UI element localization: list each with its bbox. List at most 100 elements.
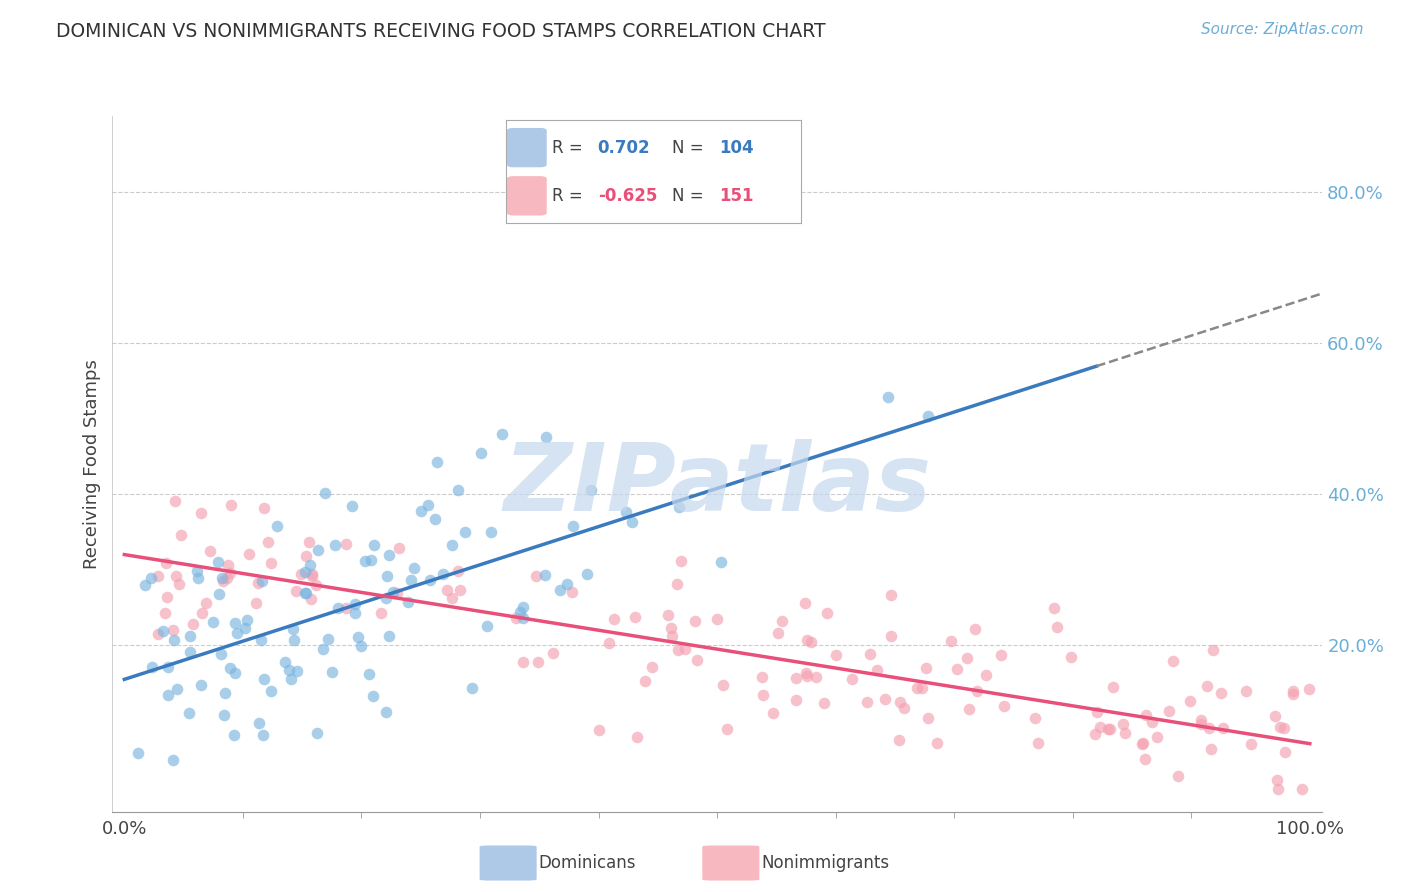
Point xyxy=(250,633,273,648)
Point xyxy=(1046,619,1069,633)
Point xyxy=(887,732,910,747)
Point xyxy=(316,632,339,647)
Point xyxy=(388,541,411,556)
Point xyxy=(447,564,470,578)
Point xyxy=(146,626,169,640)
Point xyxy=(321,665,343,680)
Point xyxy=(179,706,201,721)
Point xyxy=(163,494,186,508)
Point xyxy=(796,633,818,648)
Point xyxy=(224,616,246,631)
Point xyxy=(1202,643,1225,657)
Point xyxy=(385,585,408,599)
Point xyxy=(299,591,322,606)
Point xyxy=(796,669,818,683)
Text: 0.702: 0.702 xyxy=(598,138,651,157)
Point xyxy=(461,681,484,695)
Point xyxy=(294,549,316,564)
FancyBboxPatch shape xyxy=(703,847,759,880)
Point xyxy=(990,648,1012,662)
Point xyxy=(260,556,283,570)
Point xyxy=(966,684,988,698)
Point xyxy=(800,634,823,648)
Point xyxy=(713,678,735,692)
Point xyxy=(312,642,335,657)
Text: N =: N = xyxy=(672,186,703,205)
Point xyxy=(190,606,212,620)
Point xyxy=(307,543,329,558)
Point xyxy=(224,665,246,680)
Point xyxy=(905,681,928,695)
Point xyxy=(294,586,316,600)
Point xyxy=(363,538,385,552)
Point xyxy=(880,588,903,602)
Point xyxy=(1135,708,1157,723)
Point xyxy=(441,591,464,606)
Point xyxy=(614,505,637,519)
Point xyxy=(179,629,201,643)
Point xyxy=(706,612,728,626)
Point xyxy=(207,555,229,569)
Point xyxy=(1163,654,1185,668)
Point xyxy=(1099,722,1122,736)
Point xyxy=(1024,711,1046,725)
Point xyxy=(208,587,231,601)
Point xyxy=(382,585,405,599)
Point xyxy=(665,577,688,591)
Point xyxy=(620,515,643,529)
Point xyxy=(226,625,249,640)
Point xyxy=(314,485,336,500)
Point xyxy=(770,614,793,628)
Point xyxy=(274,655,297,669)
Point xyxy=(669,554,692,568)
Point xyxy=(555,577,578,591)
Point xyxy=(347,630,370,644)
Point xyxy=(1211,685,1233,699)
Point xyxy=(141,659,163,673)
Point xyxy=(218,661,240,675)
Point xyxy=(889,695,911,709)
Point xyxy=(335,601,357,615)
Point xyxy=(716,722,738,736)
Point xyxy=(1189,713,1212,727)
Point xyxy=(541,646,564,660)
Point xyxy=(212,574,235,588)
Point xyxy=(219,566,242,580)
Point xyxy=(666,643,689,657)
Point xyxy=(374,591,396,606)
Point xyxy=(252,574,274,588)
Point xyxy=(1026,736,1049,750)
Point xyxy=(1132,736,1154,750)
Point xyxy=(425,512,447,526)
Point xyxy=(343,597,366,611)
Point xyxy=(1267,782,1289,797)
Point xyxy=(1142,714,1164,729)
Point xyxy=(283,633,305,648)
Point xyxy=(375,569,398,583)
Text: Dominicans: Dominicans xyxy=(538,854,636,872)
Point xyxy=(710,555,733,569)
Point xyxy=(202,615,225,629)
Point xyxy=(1199,742,1222,756)
Point xyxy=(222,728,245,742)
Point xyxy=(524,569,547,583)
Point xyxy=(432,567,454,582)
Point xyxy=(190,506,212,520)
Point xyxy=(153,606,176,620)
Point xyxy=(305,577,328,591)
Point xyxy=(509,606,531,620)
Point xyxy=(454,524,477,539)
Point xyxy=(785,671,807,685)
FancyBboxPatch shape xyxy=(481,847,536,880)
Point xyxy=(527,655,550,669)
Point xyxy=(956,650,979,665)
Point xyxy=(280,672,302,686)
Point xyxy=(855,695,877,709)
Point xyxy=(1178,694,1201,708)
Point xyxy=(426,455,449,469)
Point xyxy=(911,681,934,695)
Text: 104: 104 xyxy=(718,138,754,157)
Point xyxy=(1102,680,1125,694)
Point xyxy=(162,753,184,767)
Point xyxy=(186,564,208,578)
